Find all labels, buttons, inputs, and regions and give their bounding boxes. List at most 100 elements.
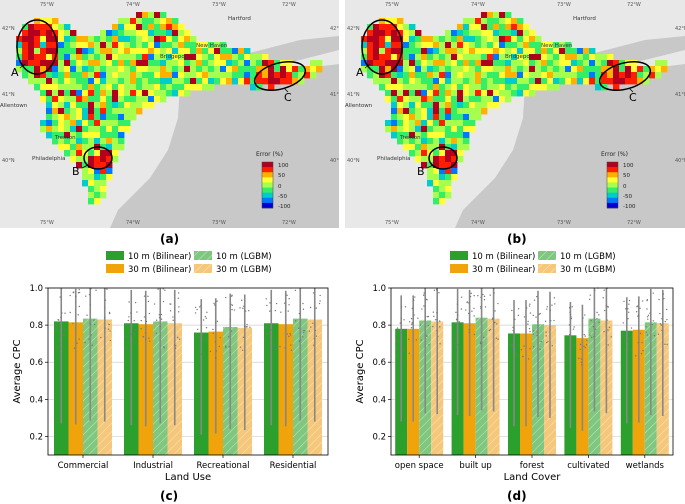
data-point [545, 341, 548, 344]
map-tile [433, 54, 440, 61]
map-tile [118, 24, 125, 31]
map-tile [190, 78, 197, 85]
data-point [411, 307, 413, 310]
data-point [433, 315, 435, 318]
map-tile [160, 96, 167, 103]
map-tile [40, 30, 47, 37]
data-point [664, 320, 666, 323]
map-tile [58, 54, 65, 61]
map-tile [46, 48, 53, 55]
data-point [457, 314, 459, 316]
map-tile [475, 108, 482, 115]
data-point [662, 293, 665, 295]
map-tile [94, 180, 101, 187]
data-point [433, 289, 436, 292]
map-tile [595, 84, 602, 91]
map-tile [202, 48, 209, 55]
data-point [455, 311, 457, 314]
map-tile [517, 18, 524, 25]
map-tile [397, 90, 404, 97]
map-tile [433, 96, 440, 103]
map-tile [82, 36, 89, 43]
map-tile [463, 78, 470, 85]
map-tile [391, 24, 398, 31]
map-tile [439, 78, 446, 85]
map-tile [106, 42, 113, 49]
map-tile [637, 72, 644, 79]
map-tile [445, 54, 452, 61]
map-tile [427, 36, 434, 43]
map-a-lon-label: 72°W [282, 220, 296, 226]
data-point [473, 307, 475, 310]
map-tile [559, 66, 566, 73]
map-tile [46, 114, 53, 121]
map-tile [76, 156, 83, 163]
map-tile [505, 54, 512, 61]
map-tile [268, 78, 275, 85]
map-tile [70, 108, 77, 115]
map-tile [361, 66, 368, 73]
map-tile [517, 42, 524, 49]
map-tile [70, 42, 77, 49]
data-point [423, 305, 425, 307]
map-tile [94, 126, 101, 133]
map-tile [214, 54, 221, 61]
map-tile [88, 96, 95, 103]
map-tile [397, 114, 404, 121]
map-tile [367, 48, 374, 55]
map-tile [274, 66, 281, 73]
map-tile [409, 132, 416, 139]
map-tile [577, 66, 584, 73]
map-tile [529, 78, 536, 85]
map-tile [379, 84, 386, 91]
data-point [143, 316, 146, 318]
data-point [536, 321, 539, 323]
colorbar-swatch [607, 177, 618, 183]
map-tile [463, 132, 470, 139]
map-tile [106, 156, 113, 163]
data-point [666, 343, 668, 346]
x-tick-label: built up [459, 461, 491, 471]
map-tile [361, 54, 368, 61]
map-tile [463, 48, 470, 55]
map-tile [232, 60, 239, 67]
data-point [415, 339, 418, 341]
map-tile [124, 36, 131, 43]
map-tile [82, 108, 89, 115]
x-tick-label: open space [395, 461, 444, 471]
data-point [455, 342, 457, 345]
map-tile [70, 144, 77, 151]
data-point [497, 338, 499, 340]
map-tile [94, 84, 101, 91]
map-tile [232, 78, 239, 85]
map-tile [148, 102, 155, 109]
map-tile [487, 18, 494, 25]
map-tile [64, 108, 71, 115]
data-point [465, 309, 467, 311]
map-tile [463, 54, 470, 61]
data-point [265, 333, 267, 335]
map-tile [100, 186, 107, 193]
map-tile [409, 54, 416, 61]
map-tile [64, 78, 71, 85]
data-point [55, 324, 58, 327]
data-point [520, 349, 523, 351]
annotation-leader [426, 164, 434, 169]
data-point [125, 335, 128, 337]
map-tile [379, 54, 386, 61]
map-tile [82, 78, 89, 85]
map-tile [451, 168, 458, 175]
map-tile [451, 48, 458, 55]
map-a-lat-label: 41°N [330, 92, 343, 98]
map-tile [661, 60, 668, 67]
map-tile [595, 54, 602, 61]
map-tile [403, 42, 410, 49]
map-tile [427, 168, 434, 175]
map-tile [316, 66, 323, 73]
map-tile [445, 150, 452, 157]
map-tile [439, 126, 446, 133]
map-tile [415, 96, 422, 103]
data-point [140, 328, 142, 330]
annotation-circle-c [253, 61, 307, 91]
